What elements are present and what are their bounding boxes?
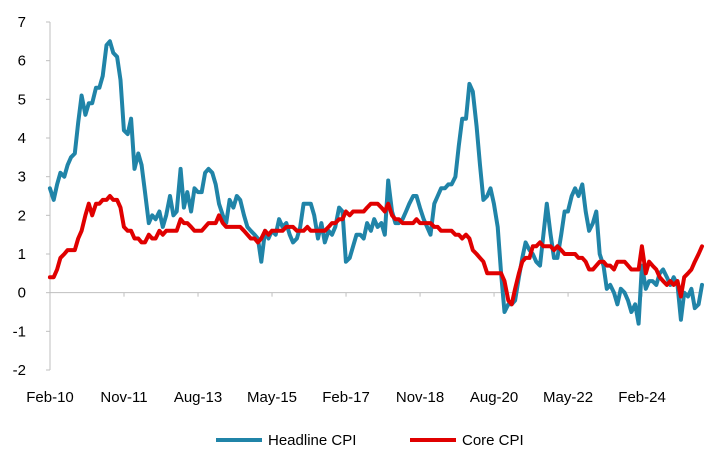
y-tick-label: 0 [18,285,26,302]
x-tick-label: May-15 [247,389,297,406]
y-tick-label: 7 [18,14,26,31]
y-tick-label: -2 [13,362,26,379]
legend-label-core-cpi: Core CPI [462,432,524,449]
x-tick-label: Feb-24 [618,389,666,406]
headline-cpi-line [47,39,704,326]
series-layer [47,39,704,326]
x-tick-label: Feb-10 [26,389,74,406]
y-tick-label: -1 [13,323,26,340]
y-tick-label: 2 [18,207,26,224]
y-tick-label: 4 [18,130,26,147]
x-tick-label: Nov-18 [396,389,444,406]
y-tick-label: 6 [18,53,26,70]
x-tick-label: Nov-11 [100,389,147,406]
legend: Headline CPI Core CPI [216,432,524,449]
legend-label-headline-cpi: Headline CPI [268,432,356,449]
y-tick-label: 3 [18,169,26,186]
core-cpi-line [47,194,704,307]
x-tick-label: Feb-17 [322,389,370,406]
x-tick-label: Aug-13 [174,389,222,406]
axes: -2 -1 0 1 2 3 4 5 6 7 Feb-10 Nov-11 Aug-13 May-15 Feb-… [13,14,702,406]
y-tick-label: 5 [18,91,26,108]
x-tick-label: May-22 [543,389,593,406]
y-tick-label: 1 [18,246,26,263]
x-tick-label: Aug-20 [470,389,518,406]
